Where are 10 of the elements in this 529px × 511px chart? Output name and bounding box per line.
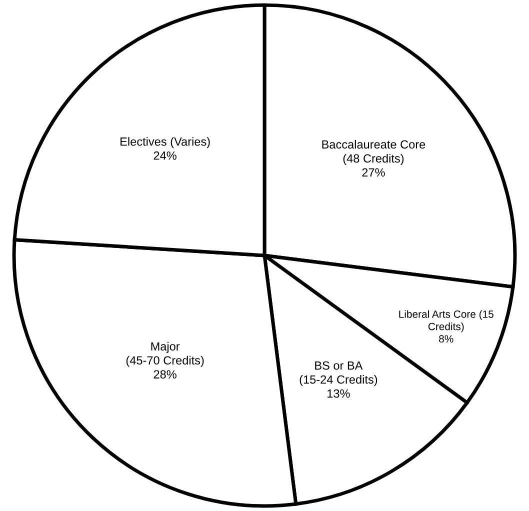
data-label: 27% bbox=[362, 168, 385, 177]
data-label: 28% bbox=[154, 370, 176, 379]
slice-label: Liberal Arts Core (15 Credits) bbox=[399, 310, 494, 332]
data-label: 24% bbox=[154, 151, 176, 160]
slice-label: Major (45-70 Credits) bbox=[126, 342, 204, 367]
data-label: 8% bbox=[439, 335, 454, 343]
slice-label: Electives (Varies) bbox=[120, 137, 210, 148]
slice-label: Baccalaureate Core (48 Credits) bbox=[322, 140, 426, 165]
slice-label: BS or BA (15-24 Credits) bbox=[300, 361, 378, 386]
data-label: 13% bbox=[328, 389, 350, 398]
